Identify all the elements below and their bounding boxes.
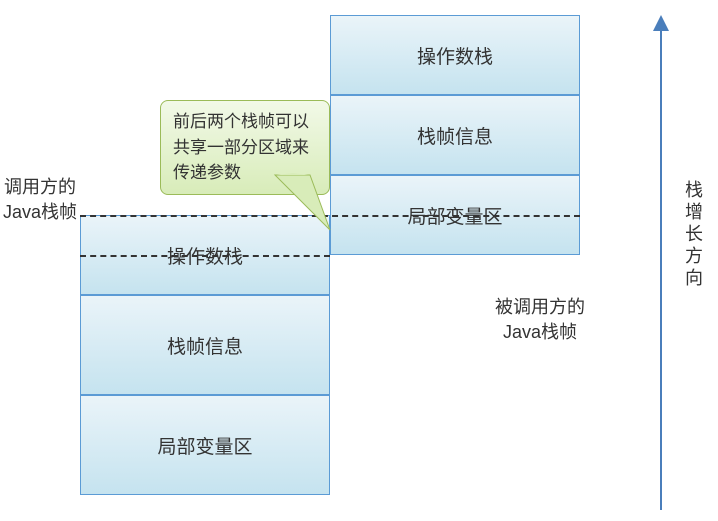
caller-dashed-line bbox=[80, 255, 330, 257]
caller-label-text: 调用方的 Java栈帧 bbox=[3, 177, 77, 222]
stack-growth-arrow-line bbox=[660, 30, 662, 510]
callee-label-text: 被调用方的 Java栈帧 bbox=[495, 297, 585, 342]
callout-text: 前后两个栈帧可以共享一部分区域来传递参数 bbox=[173, 112, 309, 182]
callee-frame-info-box: 栈帧信息 bbox=[330, 95, 580, 175]
arrow-label-text: 栈增长方向 bbox=[683, 180, 703, 290]
caller-frame-info-box: 栈帧信息 bbox=[80, 295, 330, 395]
callee-info-label: 栈帧信息 bbox=[417, 122, 493, 149]
callee-op-label: 操作数栈 bbox=[417, 42, 493, 69]
callout-tail-icon bbox=[275, 175, 345, 235]
caller-label: 调用方的 Java栈帧 bbox=[0, 175, 85, 225]
caller-info-label: 栈帧信息 bbox=[167, 332, 243, 359]
callee-operand-stack-box: 操作数栈 bbox=[330, 15, 580, 95]
stack-growth-label: 栈增长方向 bbox=[680, 180, 706, 290]
caller-local-vars-box: 局部变量区 bbox=[80, 395, 330, 495]
stack-growth-arrow-head-icon bbox=[653, 15, 669, 31]
callee-label: 被调用方的 Java栈帧 bbox=[480, 295, 600, 345]
caller-local-label: 局部变量区 bbox=[157, 432, 252, 459]
